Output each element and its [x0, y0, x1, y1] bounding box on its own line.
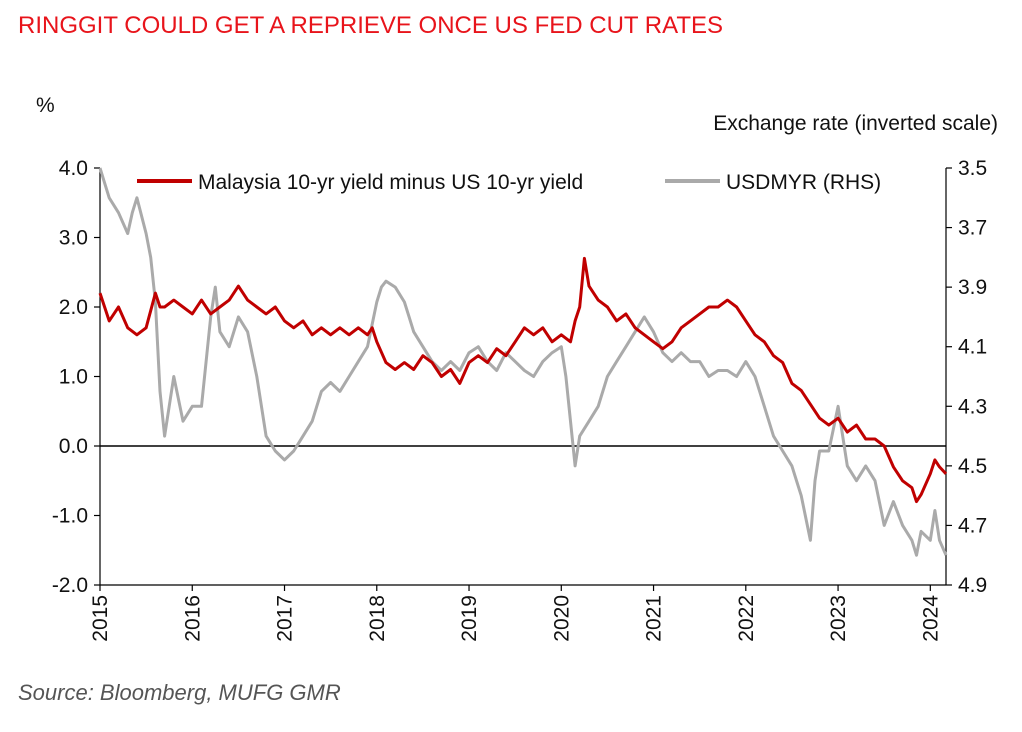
x-tick-label: 2016 — [181, 595, 204, 642]
x-tick-label: 2017 — [274, 595, 297, 642]
chart-title: RINGGIT COULD GET A REPRIEVE ONCE US FED… — [18, 12, 724, 39]
y-right-tick-label: 4.3 — [958, 395, 987, 418]
series-yield-differential-line — [98, 256, 948, 504]
x-ticks: 2015 2016 2017 2018 2019 2020 2021 2022 2023 2024 — [89, 585, 942, 642]
source-note: Source: Bloomberg, MUFG GMR — [18, 680, 341, 705]
x-tick-label: 2022 — [735, 595, 758, 642]
x-tick-label: 2023 — [827, 595, 850, 642]
y-left-tick-label: 0.0 — [59, 435, 88, 458]
y-right-tick-label: 4.9 — [958, 574, 987, 597]
y-right-tick-label: 4.7 — [958, 514, 987, 537]
y-right-axis-label: Exchange rate (inverted scale) — [713, 112, 998, 135]
y-left-tick-label: 1.0 — [59, 366, 88, 389]
y-right-tick-label: 3.7 — [958, 217, 987, 240]
y-right-tick-label: 4.1 — [958, 336, 987, 359]
legend: Malaysia 10-yr yield minus US 10-yr yiel… — [137, 171, 881, 194]
y-left-tick-label: -1.0 — [52, 505, 88, 528]
x-tick-label: 2015 — [89, 595, 112, 642]
y-right-ticks: 3.5 3.7 3.9 4.1 4.3 4.5 4.7 4.9 — [946, 157, 987, 597]
legend-label-yield: Malaysia 10-yr yield minus US 10-yr yiel… — [198, 171, 583, 194]
y-left-axis-label: % — [36, 94, 55, 117]
y-left-tick-label: 4.0 — [59, 157, 88, 180]
x-tick-label: 2019 — [458, 595, 481, 642]
y-right-tick-label: 3.9 — [958, 276, 987, 299]
series-usdmyr-line — [98, 167, 948, 557]
x-tick-label: 2020 — [550, 595, 573, 642]
y-left-tick-label: -2.0 — [52, 574, 88, 597]
y-left-ticks: 4.0 3.0 2.0 1.0 0.0 -1.0 -2.0 — [52, 157, 100, 597]
x-tick-label: 2024 — [919, 595, 942, 642]
legend-label-usdmyr: USDMYR (RHS) — [726, 171, 881, 194]
y-right-tick-label: 4.5 — [958, 455, 987, 478]
y-right-tick-label: 3.5 — [958, 157, 987, 180]
x-tick-label: 2018 — [366, 595, 389, 642]
x-tick-label: 2021 — [643, 595, 666, 642]
y-left-tick-label: 3.0 — [59, 227, 88, 250]
y-left-tick-label: 2.0 — [59, 296, 88, 319]
